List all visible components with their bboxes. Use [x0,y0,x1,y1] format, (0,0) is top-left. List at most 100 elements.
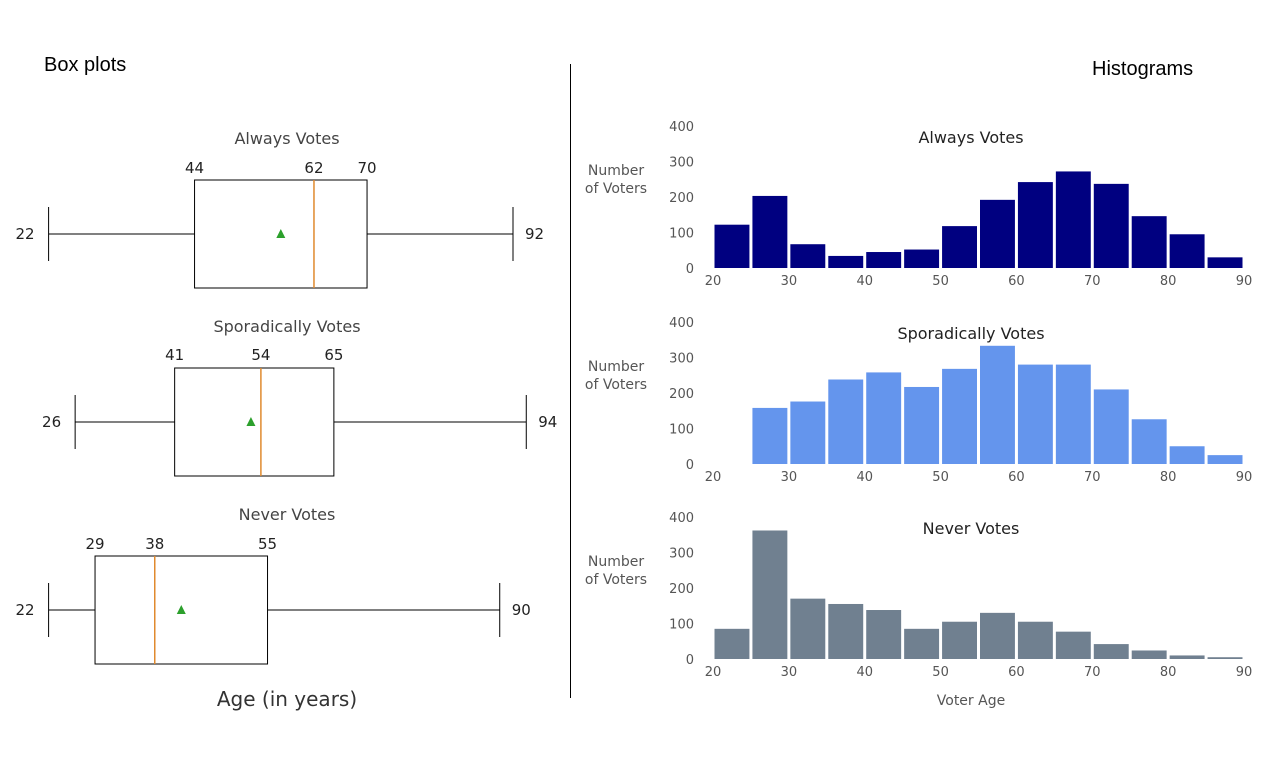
histogram-bar [1055,364,1091,464]
x-tick-label: 90 [1236,274,1253,289]
x-tick-label: 80 [1160,470,1177,485]
max-label: 94 [538,413,557,431]
y-tick-label: 100 [669,618,694,633]
x-tick-label: 40 [856,665,873,680]
q1-label: 29 [85,535,104,553]
y-tick-label: 300 [669,156,694,171]
y-axis-label: Number [588,359,644,375]
mean-marker [276,229,286,238]
y-tick-label: 200 [669,582,694,597]
mean-marker [246,417,256,426]
histogram-bar [942,621,977,659]
x-tick-label: 40 [856,274,873,289]
x-tick-label: 20 [705,665,722,680]
y-tick-label: 100 [669,227,694,242]
histogram-bar [980,612,1015,659]
y-tick-label: 0 [686,262,694,277]
y-tick-label: 400 [669,120,694,135]
box-plots-heading: Box plots [44,54,127,76]
histogram-bar [866,610,902,659]
histogram-bar [942,226,977,268]
y-axis-label: Number [588,554,644,570]
x-tick-label: 40 [856,470,873,485]
x-tick-label: 50 [932,274,949,289]
histogram-bar [904,628,940,659]
histogram-bar [790,401,826,464]
histogram-bar [828,379,864,464]
histogram-bar [714,224,750,268]
x-tick-label: 80 [1160,665,1177,680]
y-tick-label: 200 [669,387,694,402]
histogram-bar [1093,389,1129,464]
y-tick-label: 0 [686,653,694,668]
min-label: 22 [16,601,35,619]
x-tick-label: 90 [1236,665,1253,680]
y-tick-label: 400 [669,316,694,331]
histogram-bar [1207,657,1243,659]
y-axis-label: of Voters [585,572,647,588]
histogram-bar [1131,650,1167,659]
max-label: 92 [525,225,544,243]
histograms-heading: Histograms [1092,58,1194,80]
box-xlabel: Age (in years) [217,687,357,711]
mean-marker [176,605,186,614]
x-tick-label: 20 [705,470,722,485]
histogram-bar [714,628,750,659]
histogram-bar [866,372,902,464]
panel-divider [570,64,571,698]
histogram-bar [866,252,902,268]
histogram-bar [1169,234,1205,268]
y-tick-label: 0 [686,458,694,473]
histogram-bar [1169,446,1205,464]
q3-label: 70 [357,159,376,177]
x-tick-label: 30 [781,470,798,485]
box-title: Never Votes [239,505,336,524]
x-tick-label: 60 [1008,274,1025,289]
histogram-bar [1017,621,1053,659]
histogram-bar [1017,364,1053,464]
y-tick-label: 200 [669,191,694,206]
histogram-bar [1055,631,1091,659]
x-tick-label: 30 [781,665,798,680]
median-label: 62 [304,159,323,177]
histogram-bar [980,199,1015,268]
x-tick-label: 60 [1008,470,1025,485]
histogram-bar [1131,216,1167,268]
q3-label: 55 [258,535,277,553]
x-tick-label: 70 [1084,274,1101,289]
x-tick-label: 90 [1236,470,1253,485]
y-tick-label: 300 [669,352,694,367]
q3-label: 65 [324,346,343,364]
x-tick-label: 70 [1084,665,1101,680]
histogram-bar [828,255,864,268]
max-label: 90 [512,601,531,619]
x-tick-label: 50 [932,470,949,485]
histogram-bar [980,345,1015,464]
box-title: Sporadically Votes [213,317,360,336]
histogram-bar [1131,419,1167,464]
x-tick-label: 70 [1084,470,1101,485]
x-tick-label: 30 [781,274,798,289]
y-axis-label: of Voters [585,181,647,197]
histogram-bar [904,249,940,268]
min-label: 22 [16,225,35,243]
y-tick-label: 400 [669,511,694,526]
histogram-title: Never Votes [923,519,1020,538]
histogram-bar [752,407,788,464]
histogram-bar [752,530,788,659]
min-label: 26 [42,413,61,431]
histogram-bar [752,195,788,268]
y-axis-label: Number [588,163,644,179]
histogram-bar [1093,183,1129,268]
x-tick-label: 50 [932,665,949,680]
x-tick-label: 80 [1160,274,1177,289]
histogram-bar [1093,644,1129,659]
histogram-bar [942,368,977,464]
histogram-bar [1017,182,1053,268]
iqr-box [174,367,335,477]
q1-label: 41 [165,346,184,364]
iqr-box [194,179,368,289]
box-title: Always Votes [234,129,339,148]
histogram-title: Always Votes [918,128,1023,147]
